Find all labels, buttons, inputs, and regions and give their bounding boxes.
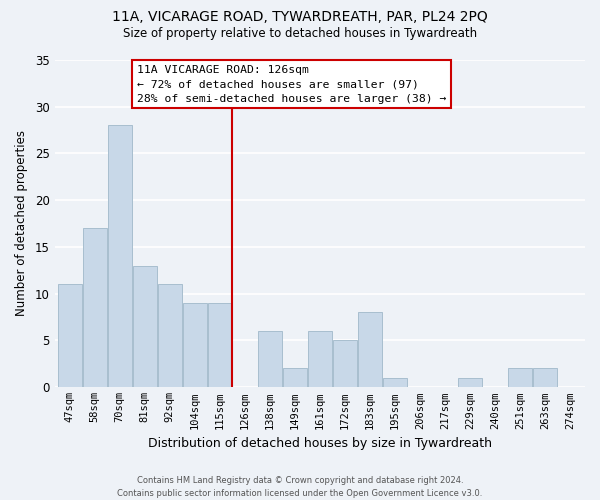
Bar: [58, 284, 82, 387]
Text: 11A, VICARAGE ROAD, TYWARDREATH, PAR, PL24 2PQ: 11A, VICARAGE ROAD, TYWARDREATH, PAR, PL…: [112, 10, 488, 24]
Bar: [133, 266, 157, 387]
Bar: [358, 312, 382, 387]
Bar: [533, 368, 557, 387]
Bar: [458, 378, 482, 387]
Y-axis label: Number of detached properties: Number of detached properties: [15, 130, 28, 316]
Bar: [258, 331, 281, 387]
Text: 11A VICARAGE ROAD: 126sqm
← 72% of detached houses are smaller (97)
28% of semi-: 11A VICARAGE ROAD: 126sqm ← 72% of detac…: [137, 65, 446, 104]
Bar: [183, 303, 206, 387]
Bar: [508, 368, 532, 387]
Bar: [283, 368, 307, 387]
Bar: [108, 126, 131, 387]
Bar: [158, 284, 182, 387]
X-axis label: Distribution of detached houses by size in Tywardreath: Distribution of detached houses by size …: [148, 437, 492, 450]
Bar: [83, 228, 107, 387]
Bar: [383, 378, 407, 387]
Text: Size of property relative to detached houses in Tywardreath: Size of property relative to detached ho…: [123, 28, 477, 40]
Text: Contains HM Land Registry data © Crown copyright and database right 2024.
Contai: Contains HM Land Registry data © Crown c…: [118, 476, 482, 498]
Bar: [308, 331, 332, 387]
Bar: [333, 340, 357, 387]
Bar: [208, 303, 232, 387]
